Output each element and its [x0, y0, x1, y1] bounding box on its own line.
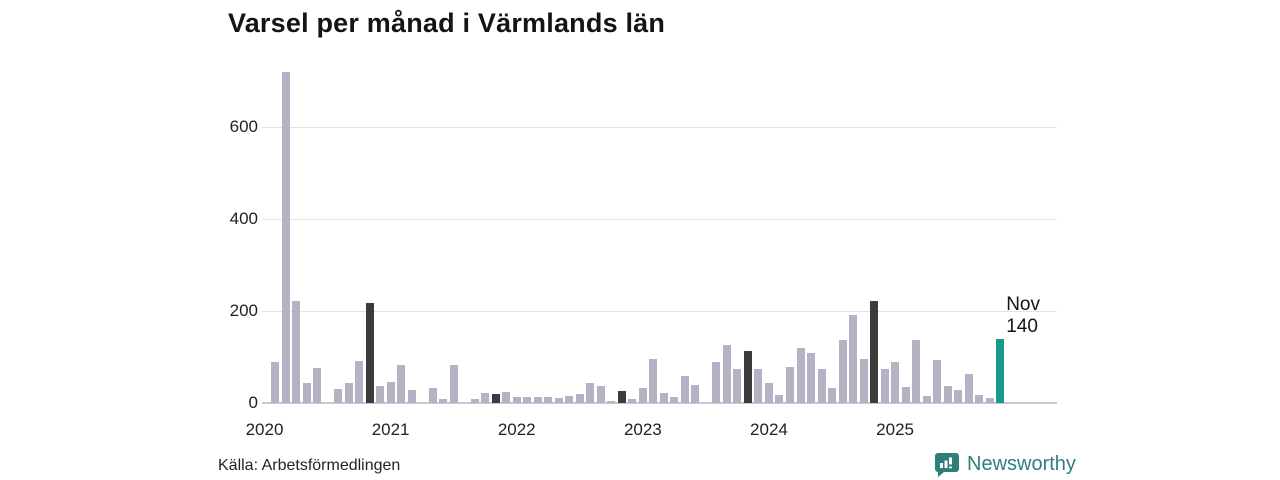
gridline-0 — [262, 402, 1057, 404]
bar-2024-07 — [828, 388, 837, 403]
bar-2020-03 — [281, 71, 290, 403]
bar-2023-01 — [638, 387, 647, 403]
bar-2024-02 — [775, 395, 784, 403]
bar-2022-11 — [617, 390, 626, 403]
newsworthy-speech-bubble-chart-icon — [934, 451, 960, 477]
y-axis-tick-400: 400 — [229, 209, 258, 228]
bar-2022-09 — [596, 385, 605, 403]
bar-2021-03 — [407, 390, 416, 403]
bar-2022-03 — [533, 396, 542, 403]
x-axis-tick-2022: 2022 — [497, 420, 536, 439]
bar-2023-12 — [754, 368, 763, 403]
bar-2024-05 — [807, 353, 816, 403]
bar-2021-09 — [470, 399, 479, 403]
bar-2023-06 — [691, 385, 700, 403]
bar-2020-04 — [292, 300, 301, 403]
bar-2021-06 — [439, 399, 448, 403]
annotation-month-label: Nov — [1006, 293, 1040, 315]
x-axis-tick-2025: 2025 — [876, 420, 915, 439]
gridline-200 — [262, 311, 1057, 312]
bar-2020-12 — [376, 385, 385, 403]
bar-2025-02 — [901, 387, 910, 403]
bar-2022-10 — [607, 400, 616, 403]
newsworthy-logo: Newsworthy — [934, 451, 1076, 477]
bar-2023-11 — [743, 350, 752, 403]
bar-2024-12 — [880, 368, 889, 403]
source-caption: Källa: Arbetsförmedlingen — [218, 457, 401, 474]
bar-2023-10 — [733, 369, 742, 403]
bar-2025-07 — [954, 390, 963, 403]
bar-2020-11 — [365, 302, 374, 403]
bar-2023-08 — [712, 361, 721, 403]
y-axis-tick-600: 600 — [229, 117, 258, 136]
bar-2022-08 — [586, 382, 595, 403]
bar-2025-06 — [943, 385, 952, 403]
bar-2022-12 — [628, 399, 637, 403]
bar-2022-02 — [523, 397, 532, 403]
bar-2020-10 — [355, 361, 364, 403]
bar-2023-09 — [722, 345, 731, 403]
x-axis-tick-2023: 2023 — [623, 420, 662, 439]
bar-2025-10 — [985, 398, 994, 403]
bar-2023-03 — [659, 392, 668, 403]
bar-2024-03 — [786, 366, 794, 403]
x-axis-tick-2020: 2020 — [245, 420, 284, 439]
bar-2023-02 — [649, 359, 658, 403]
bar-2020-06 — [313, 368, 322, 403]
brand-name: Newsworthy — [967, 452, 1076, 475]
bar-2021-01 — [386, 381, 395, 403]
bar-2022-01 — [512, 396, 521, 403]
latest-value-annotation: Nov 140 — [1006, 294, 1040, 338]
bar-2024-08 — [838, 340, 847, 403]
bar-2022-05 — [554, 397, 563, 403]
bar-2024-04 — [796, 348, 805, 403]
bar-2025-08 — [964, 374, 973, 403]
bar-2024-10 — [859, 358, 868, 403]
x-axis-tick-2024: 2024 — [750, 420, 788, 439]
bar-2024-11 — [870, 301, 879, 403]
bar-2021-02 — [397, 364, 406, 403]
bar-2022-04 — [544, 397, 553, 403]
bar-2025-11 — [996, 338, 1005, 403]
annotation-value-label: 140 — [1006, 315, 1038, 337]
gridline-400 — [262, 219, 1057, 220]
bar-2021-10 — [481, 393, 490, 403]
bar-2022-07 — [575, 393, 584, 403]
y-axis-tick-0: 0 — [248, 393, 258, 412]
bar-2022-06 — [565, 396, 574, 403]
bar-2021-12 — [502, 392, 511, 403]
bar-2020-09 — [344, 382, 353, 403]
bar-2024-09 — [849, 314, 858, 403]
y-axis-tick-200: 200 — [229, 301, 258, 320]
bar-2021-05 — [428, 388, 437, 403]
bar-2023-05 — [680, 375, 689, 403]
bar-2021-11 — [491, 393, 500, 403]
x-axis-tick-2021: 2021 — [371, 420, 410, 439]
bar-2025-01 — [891, 361, 900, 403]
bar-2025-05 — [933, 360, 942, 403]
bar-2020-02 — [271, 361, 279, 403]
bar-2024-01 — [764, 383, 773, 403]
bar-2025-04 — [922, 395, 931, 403]
gridline-600 — [262, 127, 1057, 128]
bar-2020-08 — [334, 388, 343, 403]
chart-title: Varsel per månad i Värmlands län — [228, 8, 666, 38]
bar-2021-07 — [449, 364, 458, 403]
bar-2025-03 — [912, 340, 921, 403]
bar-2025-09 — [975, 395, 984, 403]
bar-2020-05 — [302, 383, 311, 403]
bar-2024-06 — [817, 368, 826, 403]
bar-2023-04 — [670, 396, 679, 403]
